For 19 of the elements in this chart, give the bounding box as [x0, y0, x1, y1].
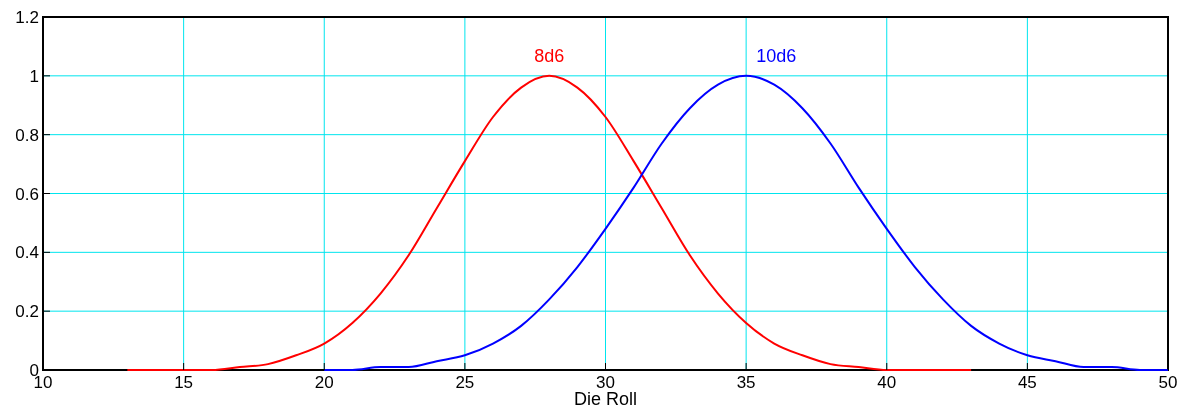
x-tick-label: 20	[314, 373, 334, 392]
series-label: 10d6	[756, 45, 797, 66]
x-tick-label: 25	[455, 373, 475, 392]
y-tick-label: 0.4	[15, 243, 39, 263]
x-tick-label: 45	[1017, 373, 1037, 392]
line-series	[323, 74, 1169, 371]
y-tick-label: 0.8	[15, 125, 39, 145]
x-tick-label: 35	[736, 373, 756, 392]
y-tick-label: 1	[29, 66, 39, 86]
y-tick-label: 0.6	[15, 184, 39, 204]
x-tick-label: 50	[1158, 373, 1178, 392]
x-tick-label: 40	[877, 373, 897, 392]
line-series	[126, 74, 973, 371]
y-tick-label: 1.2	[15, 8, 39, 27]
y-tick-label: 0.2	[15, 302, 39, 322]
x-tick-label: 30	[596, 373, 615, 392]
x-axis-title: Die Roll	[573, 389, 638, 409]
x-tick-label: 15	[174, 373, 194, 392]
series-label: 8d6	[534, 45, 565, 66]
